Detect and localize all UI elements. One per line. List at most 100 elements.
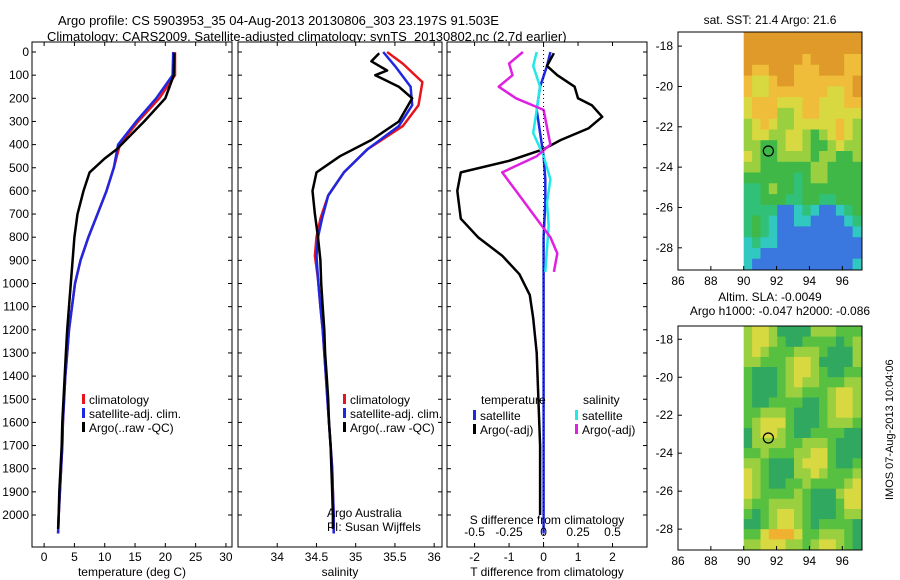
map-xtick-label: 92 <box>770 274 784 288</box>
map-cell <box>752 226 762 238</box>
map-cell <box>743 248 753 260</box>
xtick-label: 0 <box>41 550 48 564</box>
map-cell <box>835 43 845 55</box>
map-cell <box>844 129 854 141</box>
map-xtick-label: 92 <box>770 554 784 568</box>
map-cell <box>802 107 812 120</box>
annotation-text: PI: Susan Wijffels <box>327 520 421 534</box>
map-ytick-label: -28 <box>656 522 674 536</box>
map-cell <box>794 417 803 429</box>
map-cell <box>819 519 829 530</box>
map-cell <box>802 172 812 184</box>
ytick-label: 200 <box>9 91 29 105</box>
map-cell <box>760 468 770 480</box>
map-cell <box>802 226 812 238</box>
map-xtick-label: 86 <box>671 274 685 288</box>
map-cell <box>819 54 829 66</box>
map-cell <box>794 387 803 398</box>
map-cell <box>794 215 803 227</box>
map-cell <box>760 478 770 490</box>
map-cell <box>819 172 829 184</box>
map-cell <box>835 86 845 98</box>
map-cell <box>827 326 837 338</box>
map-cell <box>819 215 829 227</box>
map-cell <box>827 226 837 238</box>
map-cell <box>835 346 845 358</box>
map-cell <box>743 498 753 510</box>
map-cell <box>802 326 812 338</box>
map-cell <box>810 118 820 131</box>
map-cell <box>852 215 862 227</box>
map-cell <box>827 498 837 510</box>
map-cell <box>835 326 845 338</box>
map-cell <box>752 529 762 540</box>
map-cell <box>810 172 820 184</box>
map-xtick-label: 94 <box>803 274 817 288</box>
map-cell <box>835 140 845 152</box>
map-cell <box>802 248 812 260</box>
map-cell <box>844 448 854 459</box>
legend-label: climatology <box>89 393 149 407</box>
map-cell <box>827 509 837 520</box>
xtick-label: 35.5 <box>383 550 407 564</box>
map-cell <box>760 367 770 378</box>
map-cell <box>852 204 862 217</box>
map-cell <box>794 97 803 109</box>
map-cell <box>827 468 837 480</box>
map-cell <box>777 509 787 520</box>
map-cell <box>810 468 820 480</box>
map-cell <box>752 54 762 66</box>
map-cell <box>844 43 854 55</box>
map-cell <box>802 458 812 469</box>
map-cell <box>794 326 803 338</box>
map-cell <box>844 336 854 348</box>
map-cell <box>827 129 837 141</box>
map-cell <box>794 336 803 348</box>
map-cell <box>785 539 795 551</box>
map-cell <box>768 336 778 348</box>
map-cell <box>819 387 829 398</box>
map-cell <box>768 539 778 551</box>
map-cell <box>810 107 820 120</box>
map-cell <box>810 529 820 540</box>
map-cell <box>802 86 812 98</box>
map-cell <box>844 97 854 109</box>
map-cell <box>844 248 854 260</box>
map-cell <box>743 448 753 459</box>
map-cell <box>827 172 837 184</box>
map-xtick-label: 94 <box>803 554 817 568</box>
map-cell <box>752 438 762 449</box>
map-cell <box>785 172 795 184</box>
map-cell <box>743 118 753 131</box>
map-cell <box>835 226 845 238</box>
map-cell <box>827 161 837 174</box>
map-cell <box>760 488 770 500</box>
map-cell <box>802 367 812 378</box>
map-cell <box>777 97 787 109</box>
map-cell <box>835 509 845 520</box>
map-cell <box>827 478 837 490</box>
map-cell <box>777 107 787 120</box>
map-cell <box>752 448 762 459</box>
map-cell <box>785 32 795 44</box>
map-cell <box>810 509 820 520</box>
map-cell <box>852 64 862 77</box>
map-cell <box>743 326 753 338</box>
plot-frame-3 <box>446 41 648 548</box>
map-cell <box>819 32 829 44</box>
map-cell <box>760 336 770 348</box>
map-border <box>677 31 863 271</box>
legend-label: satellite-adj. clim. <box>350 407 442 421</box>
map-cell <box>752 346 762 358</box>
legend-group-label: salinity <box>583 393 620 407</box>
map-cell <box>794 183 803 195</box>
map-cell <box>777 387 787 398</box>
map-field <box>743 32 862 271</box>
map-cell <box>835 387 845 398</box>
map-cell <box>768 397 778 409</box>
map-cell <box>752 367 762 378</box>
map-cell <box>768 367 778 378</box>
map-cell <box>777 326 787 338</box>
map-cell <box>760 438 770 449</box>
map-cell <box>768 237 778 249</box>
